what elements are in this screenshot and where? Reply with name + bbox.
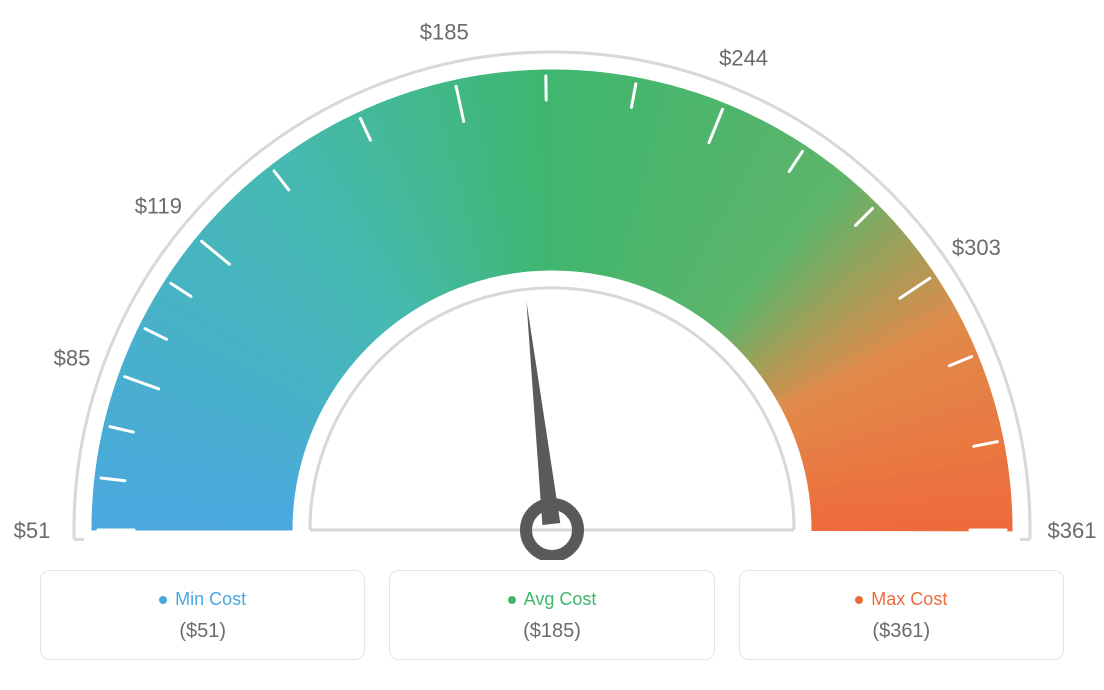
- gauge-chart: $51 $85 $119 $185 $244 $303 $361: [0, 0, 1104, 560]
- legend-card-avg: Avg Cost ($185): [389, 570, 714, 660]
- tick-label: $119: [135, 194, 182, 219]
- legend-max-value: ($361): [760, 620, 1043, 643]
- tick-label: $51: [14, 518, 51, 543]
- legend-avg-value: ($185): [410, 620, 693, 643]
- legend-card-max: Max Cost ($361): [739, 570, 1064, 660]
- tick-label: $361: [1048, 518, 1097, 543]
- legend-dot-max: [855, 596, 863, 604]
- gauge-needle: [526, 301, 560, 525]
- legend-card-min: Min Cost ($51): [40, 570, 365, 660]
- tick-label: $185: [420, 20, 469, 45]
- gauge-arc: [92, 70, 1012, 531]
- legend-row: Min Cost ($51) Avg Cost ($185) Max Cost …: [0, 570, 1104, 660]
- legend-dot-min: [159, 596, 167, 604]
- tick-label: $85: [54, 346, 91, 371]
- legend-min-label-text: Min Cost: [175, 589, 246, 610]
- legend-avg-label-text: Avg Cost: [524, 589, 597, 610]
- legend-max-label-text: Max Cost: [871, 589, 947, 610]
- gauge-svg: $51 $85 $119 $185 $244 $303 $361: [0, 0, 1104, 560]
- legend-label-avg: Avg Cost: [508, 589, 597, 610]
- legend-label-max: Max Cost: [855, 589, 947, 610]
- tick-label: $303: [952, 235, 1001, 260]
- legend-min-value: ($51): [61, 620, 344, 643]
- legend-label-min: Min Cost: [159, 589, 246, 610]
- legend-dot-avg: [508, 596, 516, 604]
- tick-label: $244: [719, 45, 768, 70]
